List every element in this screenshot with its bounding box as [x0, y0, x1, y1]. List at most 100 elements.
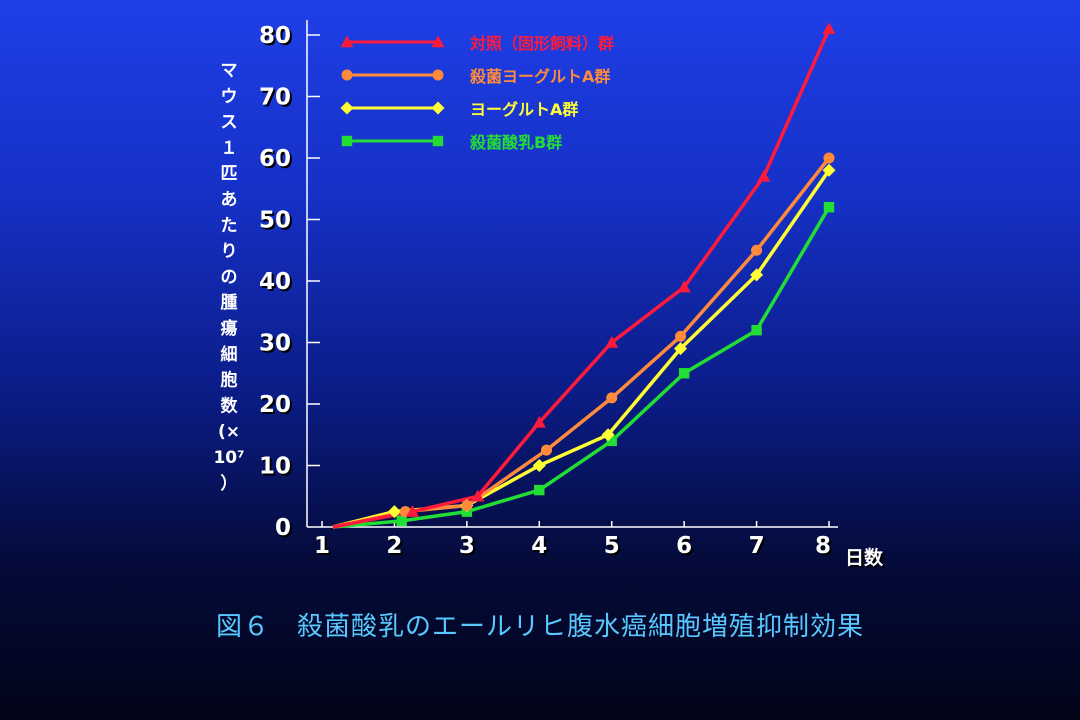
y-tick-label: 50 — [259, 208, 291, 234]
y-axis-label-char: り — [221, 242, 238, 262]
y-tick-label: 80 — [259, 23, 291, 49]
x-tick-label-shadow: 7 — [751, 535, 767, 561]
gridlines — [306, 20, 838, 528]
y-axis-label-char: 10⁷ — [213, 448, 244, 468]
data-point — [822, 22, 836, 35]
legend-label: 殺菌ヨーグルトA群 — [469, 67, 610, 86]
legend-marker — [432, 69, 444, 81]
legend-marker — [341, 135, 353, 147]
y-tick-label: 0 — [275, 515, 291, 541]
x-tick-label-shadow: 5 — [606, 535, 622, 561]
data-point — [757, 169, 771, 182]
y-tick-label-shadow: 80 — [261, 25, 293, 51]
y-tick-label-shadow: 30 — [261, 333, 293, 359]
y-tick-label-shadow: 10 — [261, 456, 293, 482]
y-axis-label-char: ） — [221, 473, 238, 494]
data-point — [823, 152, 835, 164]
x-tick-label: 7 — [749, 533, 765, 559]
x-tick-label: 6 — [676, 533, 692, 559]
data-point — [532, 415, 546, 428]
y-axis-label-char: 瘍 — [221, 318, 238, 339]
legend-marker — [431, 35, 445, 48]
x-tick-label-shadow: 2 — [388, 535, 404, 561]
series-line — [332, 156, 831, 529]
x-tick-label-shadow: 1 — [316, 535, 332, 561]
x-tick-label-shadow: 3 — [461, 535, 477, 561]
data-point — [750, 268, 764, 282]
x-tick-label: 3 — [459, 533, 475, 559]
legend-marker — [340, 101, 354, 115]
y-axis-label-char: ス — [221, 113, 238, 133]
series-line — [332, 28, 831, 529]
y-axis-label-char: あ — [221, 190, 238, 210]
data-point — [534, 484, 545, 496]
data-point — [674, 330, 687, 342]
data-point — [678, 368, 690, 379]
data-point — [606, 392, 618, 404]
y-tick-label: 30 — [259, 331, 291, 357]
x-tick-label-shadow: 6 — [678, 535, 694, 561]
y-tick-label: 70 — [259, 85, 291, 111]
data-point — [387, 505, 401, 519]
x-tick-label: 5 — [604, 533, 620, 559]
legend-marker — [341, 69, 353, 81]
y-axis-label-char: 匹 — [221, 164, 238, 184]
x-tick-label-shadow: 8 — [817, 535, 833, 561]
data-point — [532, 459, 546, 472]
data-point — [606, 435, 617, 447]
data-point — [406, 505, 420, 517]
x-tick-label-shadow: 4 — [533, 535, 549, 561]
data-point — [605, 336, 619, 348]
y-tick-label-shadow: 60 — [261, 148, 293, 174]
data-point — [541, 444, 553, 456]
data-point — [471, 489, 485, 502]
legend-label: 殺菌酸乳B群 — [469, 133, 562, 152]
data-point — [677, 280, 691, 293]
y-axis-label-char: マ — [221, 61, 238, 81]
legend-label: ヨーグルトA群 — [470, 100, 578, 119]
legend-marker — [340, 35, 354, 48]
x-axis-label: 日数 — [845, 547, 884, 569]
data-point — [751, 244, 763, 256]
series-line — [332, 206, 831, 529]
data-point — [461, 499, 473, 511]
y-tick-label-shadow: 0 — [277, 517, 293, 543]
data-point — [823, 202, 835, 213]
y-axis-label-char: の — [221, 267, 238, 287]
legend-marker — [431, 101, 445, 115]
x-tick-label: 4 — [531, 533, 547, 559]
legend-marker — [432, 135, 444, 147]
y-tick-label: 60 — [259, 146, 291, 172]
series-markers — [387, 22, 836, 527]
y-tick-label-shadow: 20 — [261, 394, 293, 420]
data-point — [601, 428, 615, 442]
y-axis-label-char: (× — [218, 422, 240, 442]
y-axis-label-char: 腫 — [221, 292, 238, 313]
figure-caption: 図６ 殺菌酸乳のエールリヒ腹水癌細胞増殖抑制効果 — [215, 612, 864, 642]
y-axis-label-char: 胞 — [221, 370, 238, 391]
y-axis-label-char: た — [221, 216, 238, 236]
y-tick-label: 20 — [259, 392, 291, 418]
y-tick-label: 10 — [259, 454, 291, 480]
y-axis-label-char: 数 — [221, 395, 239, 416]
data-point — [751, 325, 762, 336]
data-point — [674, 342, 688, 356]
series-line — [332, 169, 831, 529]
x-tick-label: 2 — [386, 533, 402, 559]
x-tick-label: 1 — [314, 533, 330, 559]
y-axis-label-char: 細 — [221, 344, 238, 365]
x-tick-label: 8 — [815, 533, 831, 559]
y-axis-label-char: ウ — [221, 87, 238, 107]
y-tick-label: 40 — [259, 269, 291, 295]
y-tick-label-shadow: 50 — [261, 210, 293, 236]
data-point — [396, 515, 407, 527]
data-point — [822, 163, 836, 177]
y-tick-label-shadow: 70 — [261, 87, 293, 113]
y-tick-label-shadow: 40 — [261, 271, 293, 297]
legend-label: 対照（固形飼料）群 — [469, 34, 614, 53]
y-axis-label-char: １ — [221, 138, 238, 158]
